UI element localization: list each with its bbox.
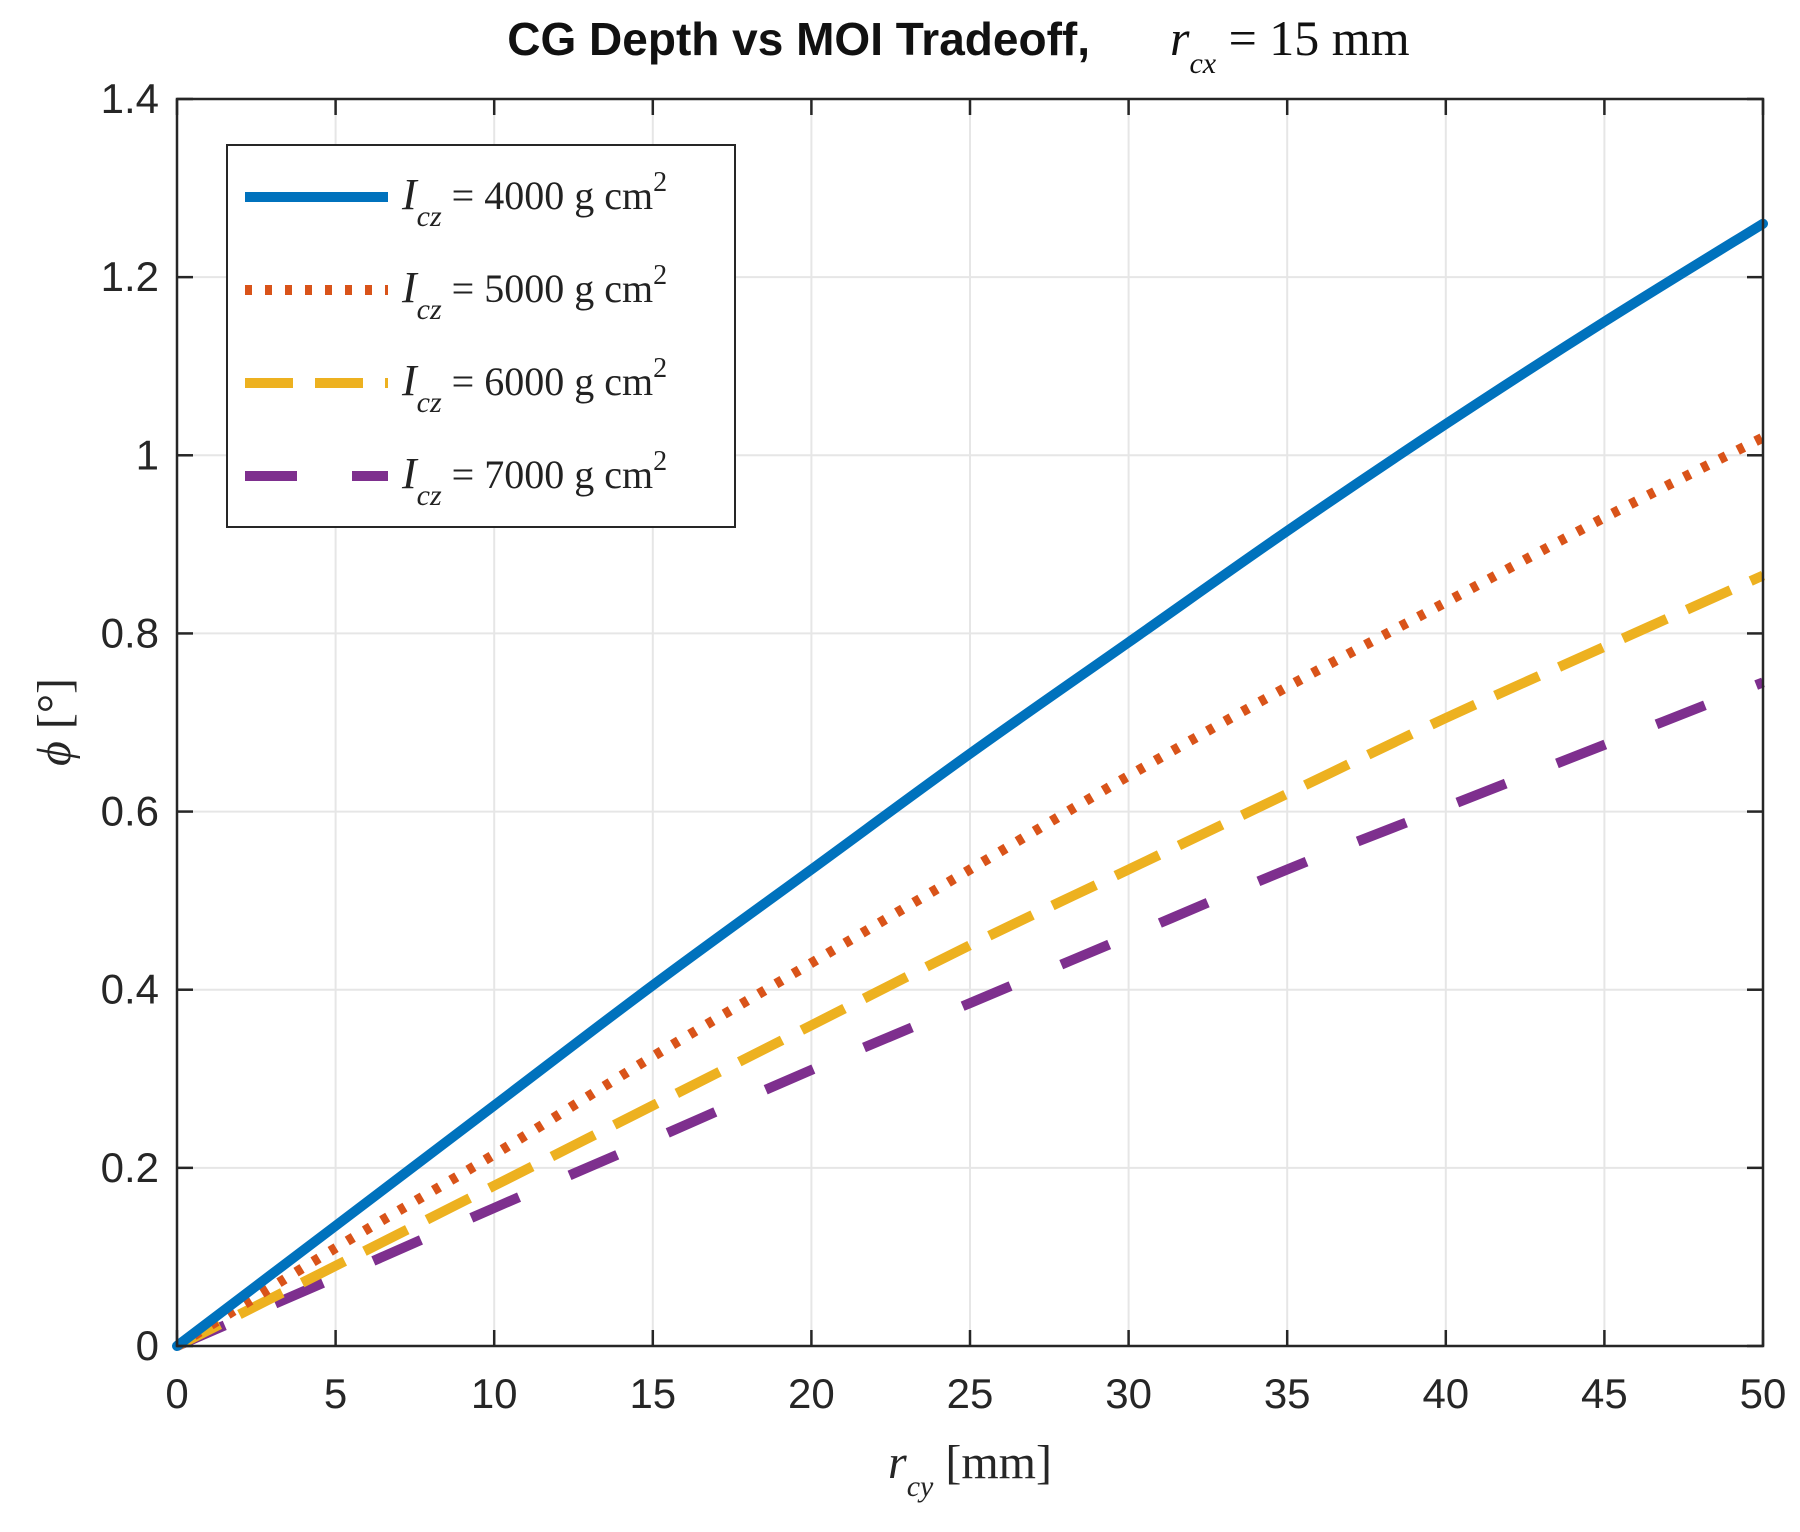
- tick-labels: 0 5 10 15 20 25 30 35 40 45 50 0 0.2 0.4 0.6 0.8 1 1.2 1.4: [101, 75, 1787, 1417]
- series-line-3: [174, 570, 1766, 1351]
- x-tick-label: 45: [1581, 1370, 1628, 1417]
- legend-sup: 2: [653, 260, 667, 291]
- ticks: [175, 97, 1765, 1348]
- x-label-sub: cy: [907, 1470, 934, 1503]
- title-math-rest: = 15 mm: [1216, 10, 1410, 66]
- legend-label-2: Icz = 5000 g cm2: [401, 260, 667, 326]
- x-tick-label: 20: [788, 1370, 835, 1417]
- legend-sub: cz: [417, 200, 442, 233]
- y-label-unit: [°]: [28, 678, 81, 741]
- legend-sup: 2: [653, 446, 667, 477]
- x-tick-label: 30: [1105, 1370, 1152, 1417]
- legend-label-4: Icz = 7000 g cm2: [401, 446, 667, 512]
- x-tick-label: 5: [324, 1370, 347, 1417]
- x-axis-label: rcy [mm]: [888, 1436, 1052, 1503]
- y-tick-label: 0.6: [101, 788, 159, 835]
- legend-var: I: [401, 356, 419, 405]
- title-math-var: r: [1170, 10, 1190, 66]
- y-tick-label: 0.4: [101, 966, 159, 1013]
- legend-box: [226, 144, 736, 528]
- y-tick-label: 1.4: [101, 75, 159, 122]
- x-tick-label: 50: [1740, 1370, 1787, 1417]
- legend-sub: cz: [417, 386, 442, 419]
- x-tick-label: 35: [1264, 1370, 1311, 1417]
- chart-title-math: rcx = 15 mm: [1170, 10, 1410, 80]
- y-tick-label: 0.2: [101, 1144, 159, 1191]
- x-tick-label: 15: [629, 1370, 676, 1417]
- series-line-4: [175, 677, 1765, 1351]
- legend-sub: cz: [417, 293, 442, 326]
- y-tick-label: 0.8: [101, 609, 159, 656]
- legend-value: = 5000 g cm: [442, 266, 653, 311]
- x-tick-label: 10: [471, 1370, 518, 1417]
- legend-var: I: [401, 170, 419, 219]
- y-axis-label: ϕ [°]: [28, 678, 81, 766]
- legend-sup: 2: [653, 353, 667, 384]
- chart-title: CG Depth vs MOI Tradeoff,: [507, 13, 1090, 65]
- series-line-1: [172, 218, 1768, 1351]
- y-tick-label: 1.2: [101, 253, 159, 300]
- x-label-var: r: [888, 1436, 907, 1489]
- y-tick-label: 1: [136, 431, 159, 478]
- series-line-2: [174, 433, 1766, 1351]
- legend-value: = 4000 g cm: [442, 173, 653, 218]
- y-tick-label: 0: [136, 1322, 159, 1369]
- legend-sup: 2: [653, 167, 667, 198]
- x-label-unit: [mm]: [933, 1436, 1052, 1489]
- x-tick-label: 0: [165, 1370, 188, 1417]
- legend-var: I: [401, 449, 419, 498]
- legend-label-1: Icz = 4000 g cm2: [401, 167, 667, 233]
- x-tick-label: 40: [1422, 1370, 1469, 1417]
- legend-var: I: [401, 263, 419, 312]
- legend-value: = 7000 g cm: [442, 452, 653, 497]
- legend-label-3: Icz = 6000 g cm2: [401, 353, 667, 419]
- x-tick-label: 25: [947, 1370, 994, 1417]
- title-math-sub: cx: [1189, 47, 1216, 80]
- legend-value: = 6000 g cm: [442, 359, 653, 404]
- series-lines: [172, 218, 1768, 1351]
- legend-sub: cz: [417, 479, 442, 512]
- y-label-var: ϕ: [28, 741, 81, 766]
